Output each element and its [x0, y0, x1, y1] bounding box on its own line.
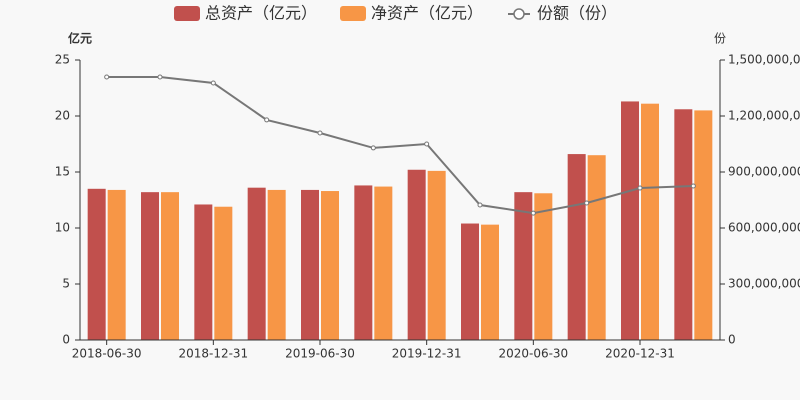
bar: [161, 192, 179, 340]
bar: [641, 103, 659, 341]
y2-tick-label: 0: [728, 333, 736, 347]
line-point: [210, 80, 216, 86]
x-tick-label: 2018-12-31: [178, 347, 248, 361]
y-tick-label: 15: [55, 165, 70, 179]
bar: [374, 186, 393, 340]
line-point: [264, 117, 270, 123]
bar: [694, 110, 713, 341]
line-point: [584, 200, 590, 206]
line-point: [424, 141, 430, 147]
y-tick-label: 10: [55, 221, 70, 235]
bar: [427, 170, 446, 340]
line-point: [370, 145, 376, 151]
bar: [674, 109, 693, 340]
bar: [87, 188, 106, 340]
bar: [481, 224, 499, 340]
legend: 总资产（亿元） 净资产（亿元） 份额（份）: [174, 4, 617, 23]
bar: [534, 193, 553, 340]
bar: [407, 169, 426, 340]
line-point: [530, 210, 536, 216]
line: [106, 75, 694, 215]
legend-swatch: [174, 6, 200, 21]
bar: [567, 154, 586, 340]
bar: [301, 189, 319, 340]
y2-tick-label: 1,200,000,000: [728, 109, 800, 123]
y2-tick-label: 900,000,000: [728, 165, 800, 179]
x-tick-label: 2020-12-31: [605, 347, 675, 361]
legend-label: 份额（份）: [537, 4, 617, 23]
legend-label: 净资产（亿元）: [371, 4, 483, 23]
legend-swatch: [340, 6, 366, 21]
x-tick-label: 2019-12-31: [392, 347, 462, 361]
bar: [214, 206, 233, 340]
y2-tick-label: 600,000,000: [728, 221, 800, 235]
y2-tick-label: 1,500,000,000: [728, 53, 800, 67]
x-tick-label: 2019-06-30: [285, 347, 355, 361]
bar: [194, 204, 213, 340]
bar: [141, 192, 159, 340]
line-point: [690, 183, 696, 189]
bar: [587, 155, 606, 340]
y-tick-label: 5: [62, 277, 70, 291]
y-tick-label: 20: [55, 109, 70, 123]
x-tick-label: 2020-06-30: [498, 347, 568, 361]
y-unit: 亿元: [68, 31, 92, 46]
y-tick-label: 0: [62, 333, 70, 347]
line-point: [477, 202, 483, 208]
y2-tick-label: 300,000,000: [728, 277, 800, 291]
line-point: [157, 74, 163, 80]
y2-unit: 份: [714, 32, 726, 46]
x-tick-label: 2018-06-30: [72, 347, 142, 361]
legend-swatch: [513, 8, 525, 20]
bar: [267, 189, 286, 340]
bar: [461, 223, 479, 340]
line-point: [104, 74, 110, 80]
line-point: [637, 185, 643, 191]
bar: [321, 191, 339, 340]
bar: [621, 101, 639, 340]
legend-label: 总资产（亿元）: [205, 4, 317, 23]
bar: [247, 187, 266, 340]
line-point: [317, 130, 323, 136]
y-tick-label: 25: [55, 53, 70, 67]
bar: [514, 192, 533, 340]
bar: [107, 189, 126, 340]
bar: [354, 185, 373, 340]
